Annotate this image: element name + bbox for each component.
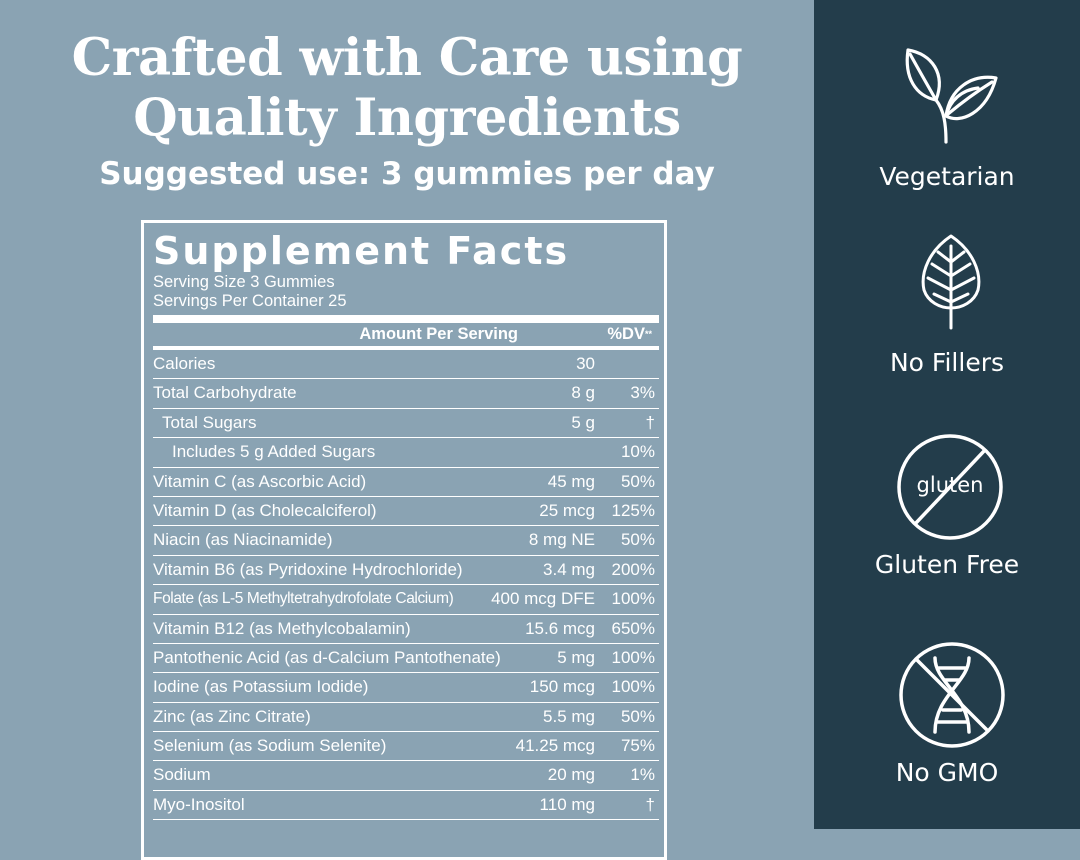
table-row: Vitamin C (as Ascorbic Acid) 45 mg 50% — [153, 468, 659, 497]
nutrient-amount: 25 mcg — [539, 500, 595, 520]
nutrient-name: Selenium (as Sodium Selenite) — [153, 736, 387, 756]
badge-label-gluten-free: Gluten Free — [874, 550, 1020, 579]
nutrient-amount: 8 g — [571, 383, 595, 403]
nutrient-amount: 150 mcg — [529, 677, 595, 697]
nutrient-amount: 30 — [576, 354, 595, 373]
leaf-icon — [921, 234, 981, 330]
divider-medium — [153, 346, 659, 350]
daily-value-header: %DV** — [607, 323, 652, 345]
daily-value-header-label: %DV — [607, 325, 645, 343]
table-row: Niacin (as Niacinamide) 8 mg NE 50% — [153, 526, 659, 556]
table-row: Vitamin B12 (as Methylcobalamin) 15.6 mcg… — [153, 615, 659, 644]
table-row: Calories 30 — [153, 350, 659, 380]
nutrient-rows: Calories 30 Total Carbohydrate 8 g 3% Total… — [153, 350, 659, 821]
nutrient-name: Vitamin C (as Ascorbic Acid) — [153, 471, 367, 491]
nutrient-dv: 50% — [620, 530, 655, 550]
nutrient-dv: 1% — [630, 765, 655, 785]
servings-per-container: Servings Per Container 25 — [153, 292, 347, 310]
nutrient-amount: 110 mg — [539, 794, 595, 814]
nutrient-name: Vitamin D (as Cholecalciferol) — [153, 500, 377, 520]
nutrient-name: Pantothenic Acid (as d-Calcium Pantothen… — [153, 647, 501, 667]
table-row: Sodium 20 mg 1% — [153, 761, 659, 791]
nutrient-name: Vitamin B6 (as Pyridoxine Hydrochloride) — [153, 559, 463, 579]
nutrient-dv: 100% — [611, 589, 655, 609]
nutrient-amount: 5 g — [571, 412, 595, 432]
nutrient-dv: 75% — [620, 736, 655, 756]
nutrient-dv: 50% — [620, 706, 655, 726]
divider-thick — [153, 315, 659, 323]
no-gmo-dna-icon — [899, 642, 1005, 748]
headline-line-1: Crafted with Care using — [71, 28, 743, 88]
nutrient-dv: 100% — [611, 677, 655, 697]
leaves-icon — [905, 48, 998, 144]
table-row: Selenium (as Sodium Selenite) 41.25 mcg 75… — [153, 732, 659, 762]
table-row: Pantothenic Acid (as d-Calcium Pantothen… — [153, 644, 659, 674]
badge-label-no-fillers: No Fillers — [889, 348, 1005, 377]
nutrient-name: Total Sugars — [162, 412, 257, 432]
nutrient-name: Myo-Inositol — [153, 794, 245, 814]
gluten-free-icon: gluten — [897, 434, 1003, 540]
supplement-panel — [0, 0, 814, 829]
table-row: Iodine (as Potassium Iodide) 150 mcg 100% — [153, 673, 659, 703]
nutrient-dv: † — [645, 412, 655, 432]
nutrient-amount: 8 mg NE — [528, 530, 595, 550]
gluten-icon-text: gluten — [917, 473, 984, 497]
nutrient-dv: 3% — [630, 383, 655, 403]
supplement-facts-title: Supplement Facts — [153, 229, 570, 273]
badge-label-no-gmo: No GMO — [895, 758, 999, 787]
nutrient-name: Sodium — [153, 765, 211, 785]
nutrient-dv: † — [645, 794, 655, 814]
nutrient-name: Total Carbohydrate — [153, 383, 297, 403]
nutrient-amount: 20 mg — [547, 765, 595, 785]
nutrient-amount: 400 mcg DFE — [491, 589, 595, 609]
nutrient-dv: 100% — [611, 647, 655, 667]
nutrient-amount: 5 mg — [557, 647, 595, 667]
badge-label-vegetarian: Vegetarian — [879, 162, 1015, 191]
nutrient-dv: 125% — [611, 500, 655, 520]
table-row: Folate (as L-5 Methyltetrahydrofolate Ca… — [153, 585, 659, 615]
table-row: Myo-Inositol 110 mg † — [153, 791, 659, 821]
headline-line-2: Quality Ingredients — [133, 88, 681, 148]
nutrient-dv: 650% — [611, 618, 655, 638]
nutrient-name: Iodine (as Potassium Iodide) — [153, 677, 369, 697]
serving-size: Serving Size 3 Gummies — [153, 273, 335, 291]
daily-value-header-mark: ** — [644, 329, 652, 339]
table-row: Includes 5 g Added Sugars 10% — [153, 438, 659, 468]
table-row: Vitamin D (as Cholecalciferol) 25 mcg 125% — [153, 497, 659, 527]
nutrient-amount: 45 mg — [547, 471, 595, 491]
nutrient-name: Zinc (as Zinc Citrate) — [153, 706, 311, 726]
nutrient-dv: 10% — [620, 442, 655, 462]
nutrient-amount: 5.5 mg — [543, 706, 595, 726]
nutrient-name: Niacin (as Niacinamide) — [153, 530, 333, 550]
nutrient-name: Calories — [153, 354, 216, 373]
nutrient-amount: 3.4 mg — [543, 559, 595, 579]
nutrient-name: Folate (as L-5 Methyltetrahydrofolate Ca… — [153, 590, 454, 608]
nutrient-amount: 15.6 mcg — [525, 618, 595, 638]
supplement-facts-table: Supplement Facts Serving Size 3 Gummies … — [141, 220, 667, 860]
table-row: Total Carbohydrate 8 g 3% — [153, 379, 659, 409]
nutrient-name: Vitamin B12 (as Methylcobalamin) — [153, 618, 411, 638]
suggested-use: Suggested use: 3 gummies per day — [99, 156, 715, 192]
nutrient-dv: 50% — [620, 471, 655, 491]
nutrient-dv: 200% — [611, 559, 655, 579]
table-row: Total Sugars 5 g † — [153, 409, 659, 439]
table-row: Zinc (as Zinc Citrate) 5.5 mg 50% — [153, 703, 659, 733]
amount-per-serving-header: Amount Per Serving — [359, 325, 518, 343]
nutrient-amount: 41.25 mcg — [515, 736, 595, 756]
table-row: Vitamin B6 (as Pyridoxine Hydrochloride)… — [153, 556, 659, 586]
nutrient-name: Includes 5 g Added Sugars — [172, 442, 376, 462]
